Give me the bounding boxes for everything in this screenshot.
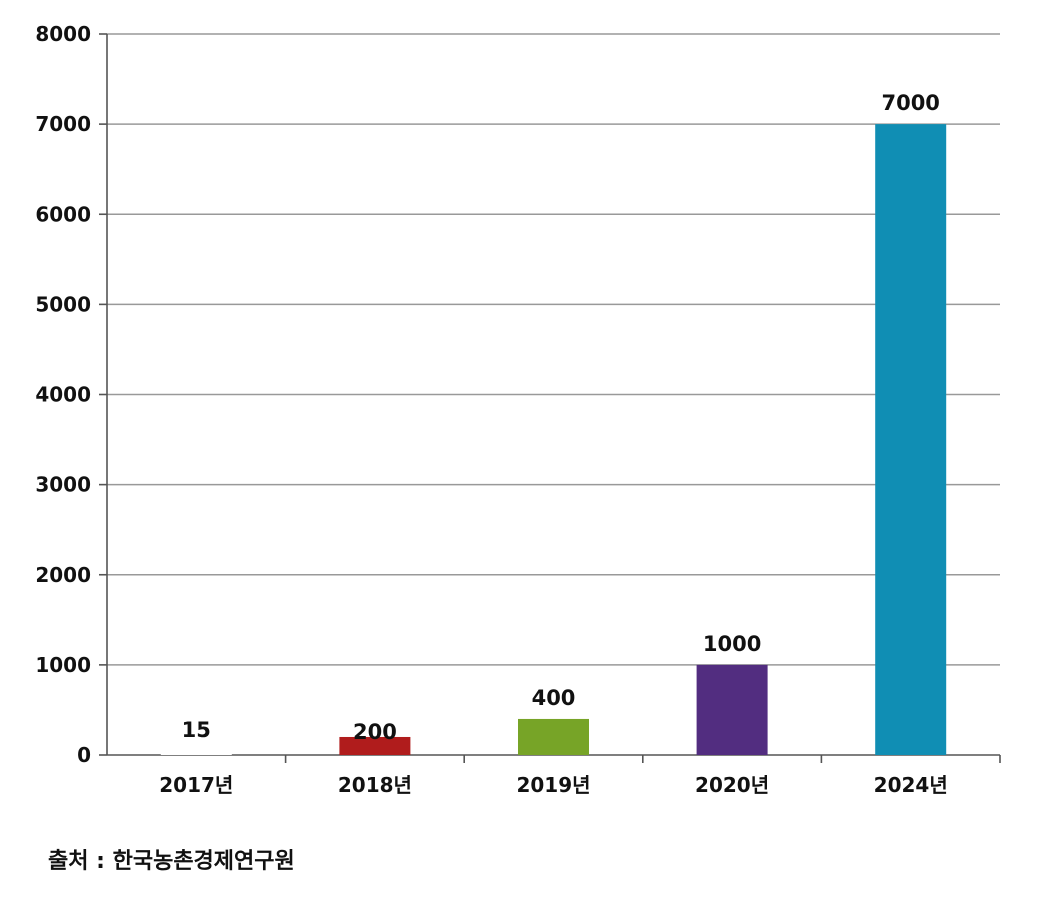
y-tick-label: 4000 <box>35 383 91 407</box>
source-note: 출처 : 한국농촌경제연구원 <box>48 849 295 874</box>
x-tick-label: 2020년 <box>695 773 769 797</box>
data-label: 7000 <box>881 91 939 115</box>
y-tick-label: 0 <box>77 743 91 767</box>
x-tick-label: 2018년 <box>338 773 412 797</box>
y-tick-label: 3000 <box>35 473 91 497</box>
bar-2018년 <box>339 736 411 755</box>
bar-2019년 <box>518 718 589 755</box>
bar-2017년 <box>160 753 232 755</box>
bar-2020년 <box>696 664 768 755</box>
data-label: 200 <box>353 720 397 744</box>
y-tick-label: 7000 <box>35 112 91 136</box>
y-tick-label: 2000 <box>35 563 91 587</box>
data-label: 400 <box>532 686 576 710</box>
x-tick-label: 2017년 <box>159 773 233 797</box>
data-label: 1000 <box>703 632 761 656</box>
y-tick-label: 5000 <box>35 292 91 316</box>
x-tick-label: 2024년 <box>874 773 948 797</box>
x-tick-label: 2019년 <box>516 773 590 797</box>
bar-2024년 <box>875 124 947 755</box>
data-label: 15 <box>182 718 211 742</box>
y-tick-label: 8000 <box>35 22 91 46</box>
y-tick-label: 1000 <box>35 653 91 677</box>
y-tick-label: 6000 <box>35 202 91 226</box>
bar-chart: 0 1000 2000 3000 4000 5000 6000 7000 8000 15 2017년… <box>35 22 1001 797</box>
